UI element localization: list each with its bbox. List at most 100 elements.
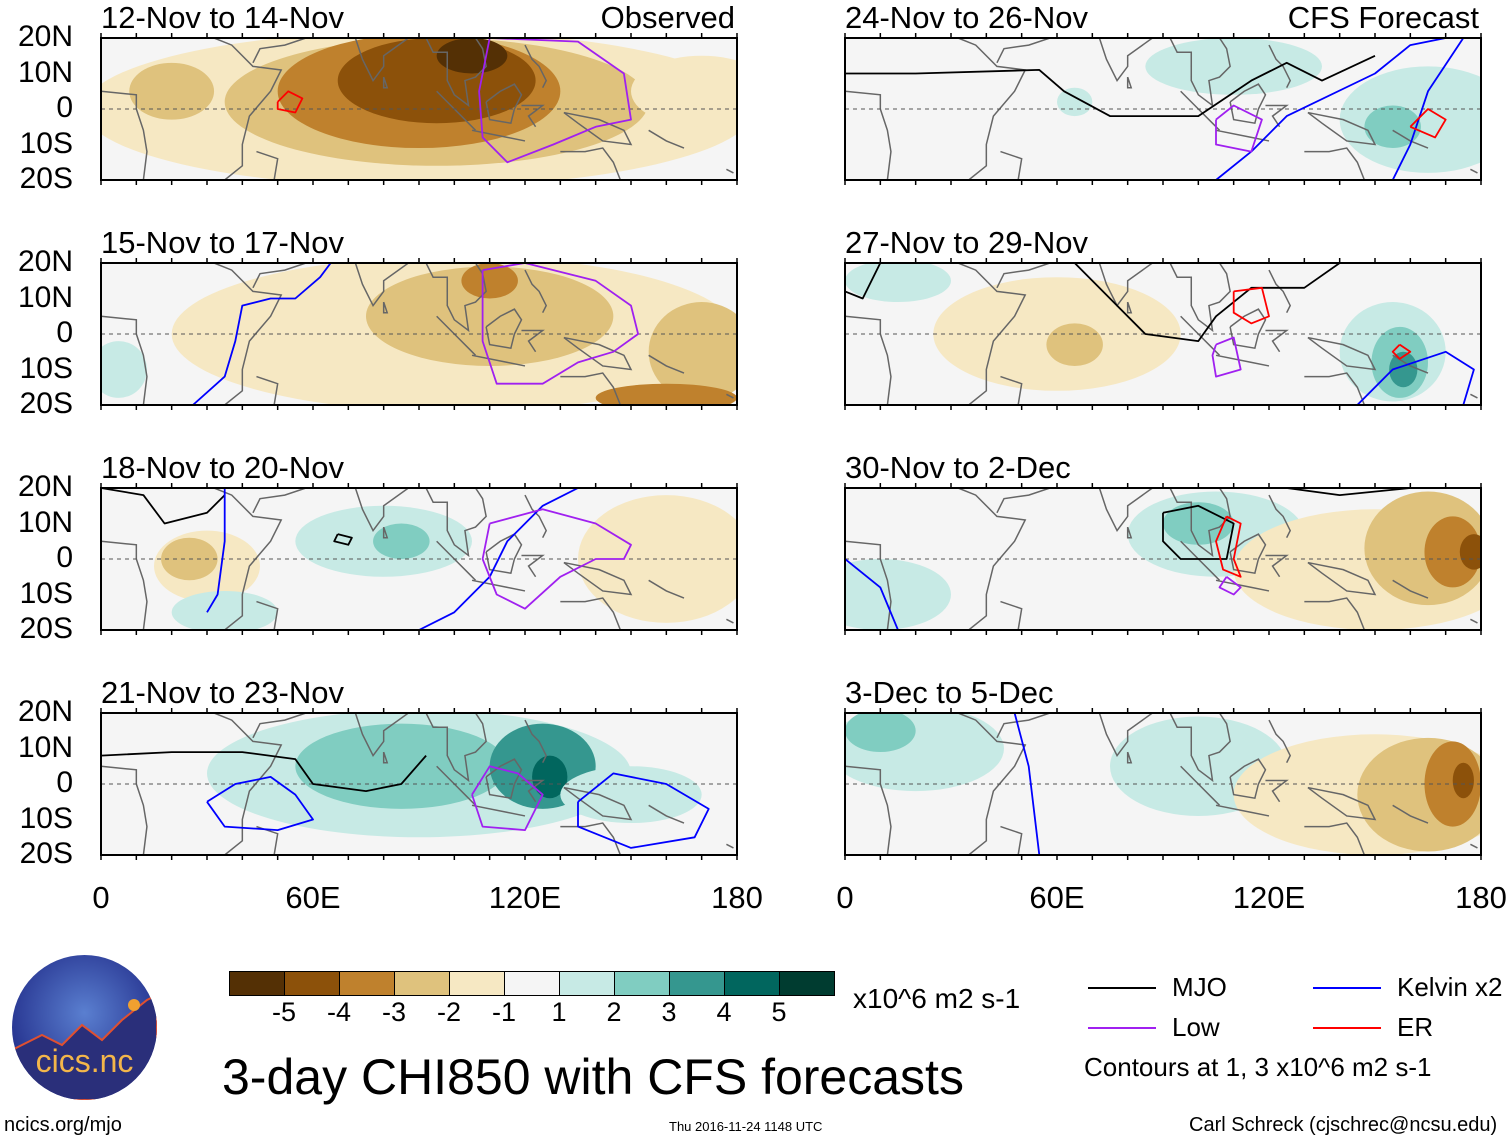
coastline (101, 315, 148, 405)
coastline (1307, 786, 1377, 821)
coastline (1169, 38, 1231, 108)
kelvin-contour (206, 488, 226, 613)
anomaly-shading (648, 302, 737, 402)
footer-link[interactable]: ncics.org/mjo (4, 1114, 122, 1136)
coastline (563, 336, 633, 371)
map-plot (100, 258, 738, 410)
anomaly-shading (1046, 323, 1103, 366)
coastline (845, 540, 892, 630)
coastline (471, 129, 526, 142)
coastline (1470, 843, 1478, 849)
coastline (648, 129, 685, 149)
anomaly-shading (532, 755, 568, 799)
low-contour (481, 263, 639, 385)
anomaly-shading (595, 383, 737, 405)
coastline (563, 786, 633, 821)
anomaly-shading (1389, 351, 1418, 388)
er-contour (1391, 343, 1412, 360)
anomaly-shading (845, 713, 916, 753)
legend-label: MJO (1172, 972, 1227, 1002)
panel-title: 12-Nov to 14-Nov (101, 0, 344, 35)
map-plot (844, 258, 1482, 410)
lat-tick-label: 10S (19, 801, 73, 835)
anomaly-shading (1057, 87, 1093, 117)
coastline (957, 488, 1027, 630)
er-contour (276, 90, 304, 114)
mjo-contour (1074, 263, 1341, 342)
coastline (1169, 488, 1231, 558)
panel-title: 15-Nov to 17-Nov (101, 225, 344, 260)
low-contour (478, 38, 632, 164)
coastline (560, 372, 622, 405)
colorbar-label: -5 (271, 997, 297, 1027)
coastline (436, 90, 477, 131)
legend-item: MJO (1088, 972, 1227, 1003)
coastline (1307, 111, 1377, 146)
anomaly-shading (461, 263, 518, 299)
coastline (1470, 393, 1478, 399)
coastline (1215, 804, 1270, 817)
coastline (996, 38, 1051, 64)
lat-tick-label: 0 (56, 316, 73, 349)
coastline (382, 526, 389, 539)
kelvin-contour (577, 772, 710, 849)
anomaly-shading (1163, 502, 1234, 545)
kelvin-contour (418, 488, 579, 630)
coastline (1268, 494, 1292, 539)
lat-tick-label: 10S (19, 126, 73, 160)
coastline (213, 713, 283, 855)
legend-item: Low (1088, 1012, 1220, 1043)
anomaly-shading (1459, 534, 1481, 570)
colorbar-swatch (340, 972, 395, 995)
legend-line (1088, 986, 1156, 989)
anomaly-shading (295, 723, 508, 809)
coastline (1470, 618, 1478, 624)
lat-tick-label: 20N (17, 20, 73, 53)
lat-tick-label: 0 (56, 91, 73, 124)
colorbar-swatch (285, 972, 340, 995)
panel-title: 24-Nov to 26-Nov (845, 0, 1088, 35)
coastline (563, 561, 633, 596)
coastline (213, 38, 283, 180)
coastline (726, 843, 734, 849)
map-plot (844, 483, 1482, 635)
coastline (524, 269, 548, 314)
colorbar-label: -4 (326, 997, 352, 1027)
coastline (256, 600, 279, 630)
lat-tick-label: 20S (19, 162, 73, 195)
coastline (436, 540, 477, 581)
colorbar-swatch (780, 972, 834, 995)
mountain-graphic (12, 993, 157, 1100)
lat-tick-label: 20S (19, 387, 73, 420)
anomaly-shading (1364, 105, 1421, 149)
coastline (252, 713, 307, 739)
kelvin-contour (1013, 713, 1041, 855)
coastline (845, 315, 892, 405)
colorbar-label: 2 (606, 997, 622, 1027)
anomaly-shading (101, 341, 147, 398)
colorbar-swatch (395, 972, 450, 995)
coastline (471, 804, 526, 817)
anomaly-shading (366, 266, 614, 366)
coastline (1126, 301, 1133, 314)
panel-title: 27-Nov to 29-Nov (845, 225, 1088, 260)
coastline (1265, 329, 1289, 353)
colorbar-swatch (725, 972, 780, 995)
coastline (1265, 104, 1289, 128)
colorbar-swatch (560, 972, 615, 995)
coastline (1392, 129, 1429, 149)
coastline (1307, 336, 1377, 371)
coastline (1000, 150, 1023, 180)
coastline (1180, 765, 1221, 806)
coastline (1215, 354, 1270, 367)
lat-tick-label: 0 (56, 766, 73, 799)
coastline (524, 719, 548, 764)
footer-timestamp: Thu 2016-11-24 1148 UTC (669, 1119, 823, 1134)
lat-tick-label: 10N (17, 55, 73, 89)
coastline (560, 822, 622, 855)
coastline (382, 76, 389, 89)
coastline (648, 579, 685, 599)
anomaly-shading (1424, 741, 1481, 827)
colorbar-label: 4 (716, 997, 732, 1027)
coastline (957, 713, 1027, 855)
